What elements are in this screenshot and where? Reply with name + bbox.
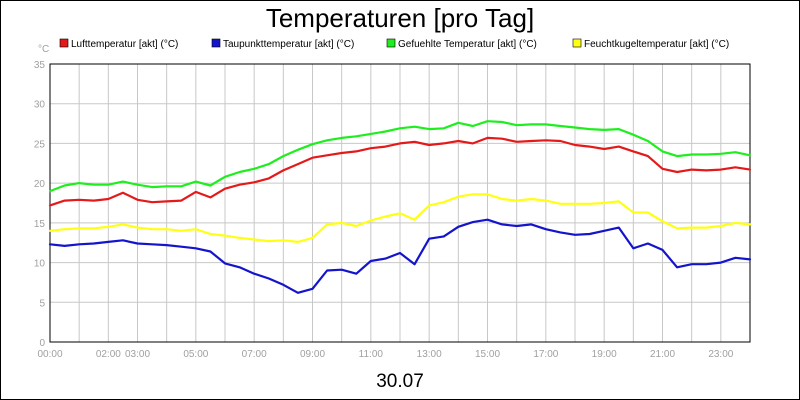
x-tick-label: 13:00 — [417, 349, 442, 360]
legend-swatch-4 — [572, 38, 582, 48]
x-tick-label: 23:00 — [708, 349, 733, 360]
x-tick-label: 21:00 — [650, 349, 675, 360]
y-tick-label: 0 — [39, 338, 45, 349]
legend: Lufttemperatur [akt] (°C) Taupunkttempera… — [59, 38, 729, 50]
y-tick-label: 5 — [39, 298, 45, 309]
y-tick-label: 30 — [34, 100, 46, 111]
y-tick-label: 15 — [34, 219, 46, 230]
legend-label-4: Feuchtkugeltemperatur [akt] (°C) — [584, 39, 729, 50]
series-line-3 — [48, 120, 752, 193]
series-line-1 — [48, 136, 752, 207]
x-tick-label: 00:00 — [37, 349, 62, 360]
y-axis-unit-label: °C — [38, 44, 49, 55]
plot-area-border — [49, 63, 751, 343]
x-tick-label: 15:00 — [475, 349, 500, 360]
y-tick-label: 10 — [34, 259, 46, 270]
chart-title: Temperaturen [pro Tag] — [266, 3, 534, 33]
x-tick-label: 09:00 — [300, 349, 325, 360]
x-tick-label: 17:00 — [533, 349, 558, 360]
series-line-2 — [48, 218, 752, 294]
series-group — [48, 120, 752, 294]
x-axis-date-label: 30.07 — [376, 371, 424, 392]
legend-label-1: Lufttemperatur [akt] (°C) — [71, 39, 178, 50]
y-tick-label: 35 — [34, 60, 46, 71]
legend-label-3: Gefuehlte Temperatur [akt] (°C) — [398, 39, 537, 50]
x-tick-label: 05:00 — [183, 349, 208, 360]
x-axis-ticks: 00:00 02:00 03:00 05:00 07:00 09:00 11:00 13:00… — [37, 349, 733, 360]
x-tick-label: 19:00 — [592, 349, 617, 360]
x-tick-label: 07:00 — [242, 349, 267, 360]
grid — [50, 64, 750, 342]
legend-swatch-1 — [59, 38, 69, 48]
x-tick-label: 03:00 — [125, 349, 150, 360]
x-tick-label: 11:00 — [359, 349, 384, 360]
series-line-4 — [48, 193, 752, 243]
x-tick-label: 02:00 — [96, 349, 121, 360]
legend-label-2: Taupunkttemperatur [akt] (°C) — [223, 39, 354, 50]
legend-swatch-2 — [211, 38, 221, 48]
y-axis-ticks: 0 5 10 15 20 25 30 35 — [34, 60, 46, 349]
y-tick-label: 25 — [34, 139, 46, 150]
y-tick-label: 20 — [34, 179, 46, 190]
legend-swatch-3 — [386, 38, 396, 48]
